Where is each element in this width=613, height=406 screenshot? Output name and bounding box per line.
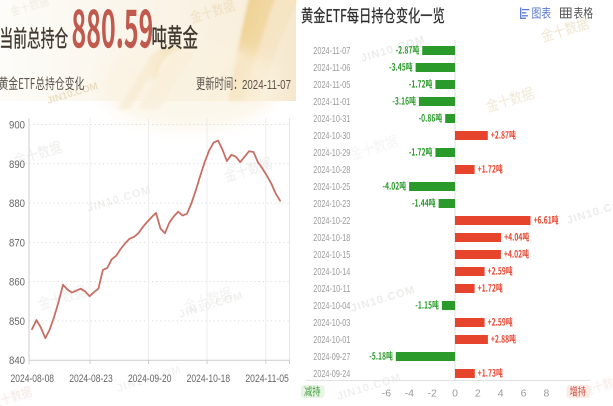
svg-text:2024-10-23: 2024-10-23 [313, 198, 350, 210]
svg-text:870: 870 [9, 237, 25, 249]
svg-text:2024-10-15: 2024-10-15 [313, 249, 350, 261]
svg-text:2024-11-05: 2024-11-05 [245, 373, 289, 385]
svg-text:-6: -6 [382, 388, 391, 400]
svg-text:-2: -2 [427, 388, 436, 400]
svg-text:2024-08-23: 2024-08-23 [69, 373, 113, 385]
svg-text:890: 890 [9, 159, 25, 171]
svg-text:2024-10-30: 2024-10-30 [313, 130, 350, 142]
svg-text:JIN10.COM: JIN10.COM [565, 196, 613, 227]
svg-text:2024-11-06: 2024-11-06 [313, 62, 350, 74]
svg-text:2024-11-01: 2024-11-01 [313, 96, 350, 108]
svg-text:840: 840 [9, 355, 25, 367]
svg-text:2024-08-08: 2024-08-08 [11, 373, 55, 385]
svg-text:2024-10-31: 2024-10-31 [313, 113, 350, 125]
svg-text:2024-10-22: 2024-10-22 [313, 215, 350, 227]
svg-text:2024-10-11: 2024-10-11 [313, 283, 350, 295]
svg-text:2024-10-03: 2024-10-03 [313, 317, 350, 329]
svg-text:2024-11-07: 2024-11-07 [242, 77, 291, 92]
svg-text:8: 8 [543, 388, 549, 400]
svg-text:2024-09-27: 2024-09-27 [313, 351, 350, 363]
svg-text:2024-09-24: 2024-09-24 [313, 368, 350, 380]
svg-text:2024-11-07: 2024-11-07 [313, 45, 350, 57]
svg-text:900: 900 [9, 120, 25, 132]
svg-text:850: 850 [9, 316, 25, 328]
svg-text:6: 6 [521, 388, 527, 400]
svg-text:-4: -4 [405, 388, 414, 400]
svg-text:JIN10.COM: JIN10.COM [85, 184, 153, 215]
svg-text:0: 0 [452, 388, 458, 400]
svg-text:2: 2 [475, 388, 481, 400]
svg-text:880: 880 [9, 198, 25, 210]
svg-text:2024-10-25: 2024-10-25 [313, 181, 350, 193]
svg-text:2024-10-14: 2024-10-14 [313, 266, 350, 278]
svg-text:2024-10-18: 2024-10-18 [313, 232, 350, 244]
svg-text:2024-11-05: 2024-11-05 [313, 79, 350, 91]
svg-text:860: 860 [9, 277, 25, 289]
svg-text:2024-10-28: 2024-10-28 [313, 164, 350, 176]
svg-text:4: 4 [498, 388, 504, 400]
svg-text:JIN10.COM: JIN10.COM [349, 284, 417, 315]
svg-text:2024-10-18: 2024-10-18 [187, 373, 231, 385]
svg-text:2024-10-29: 2024-10-29 [313, 147, 350, 159]
svg-text:2024-10-01: 2024-10-01 [313, 334, 350, 346]
svg-text:2024-10-04: 2024-10-04 [313, 300, 350, 312]
svg-text:2024-09-20: 2024-09-20 [128, 373, 172, 385]
